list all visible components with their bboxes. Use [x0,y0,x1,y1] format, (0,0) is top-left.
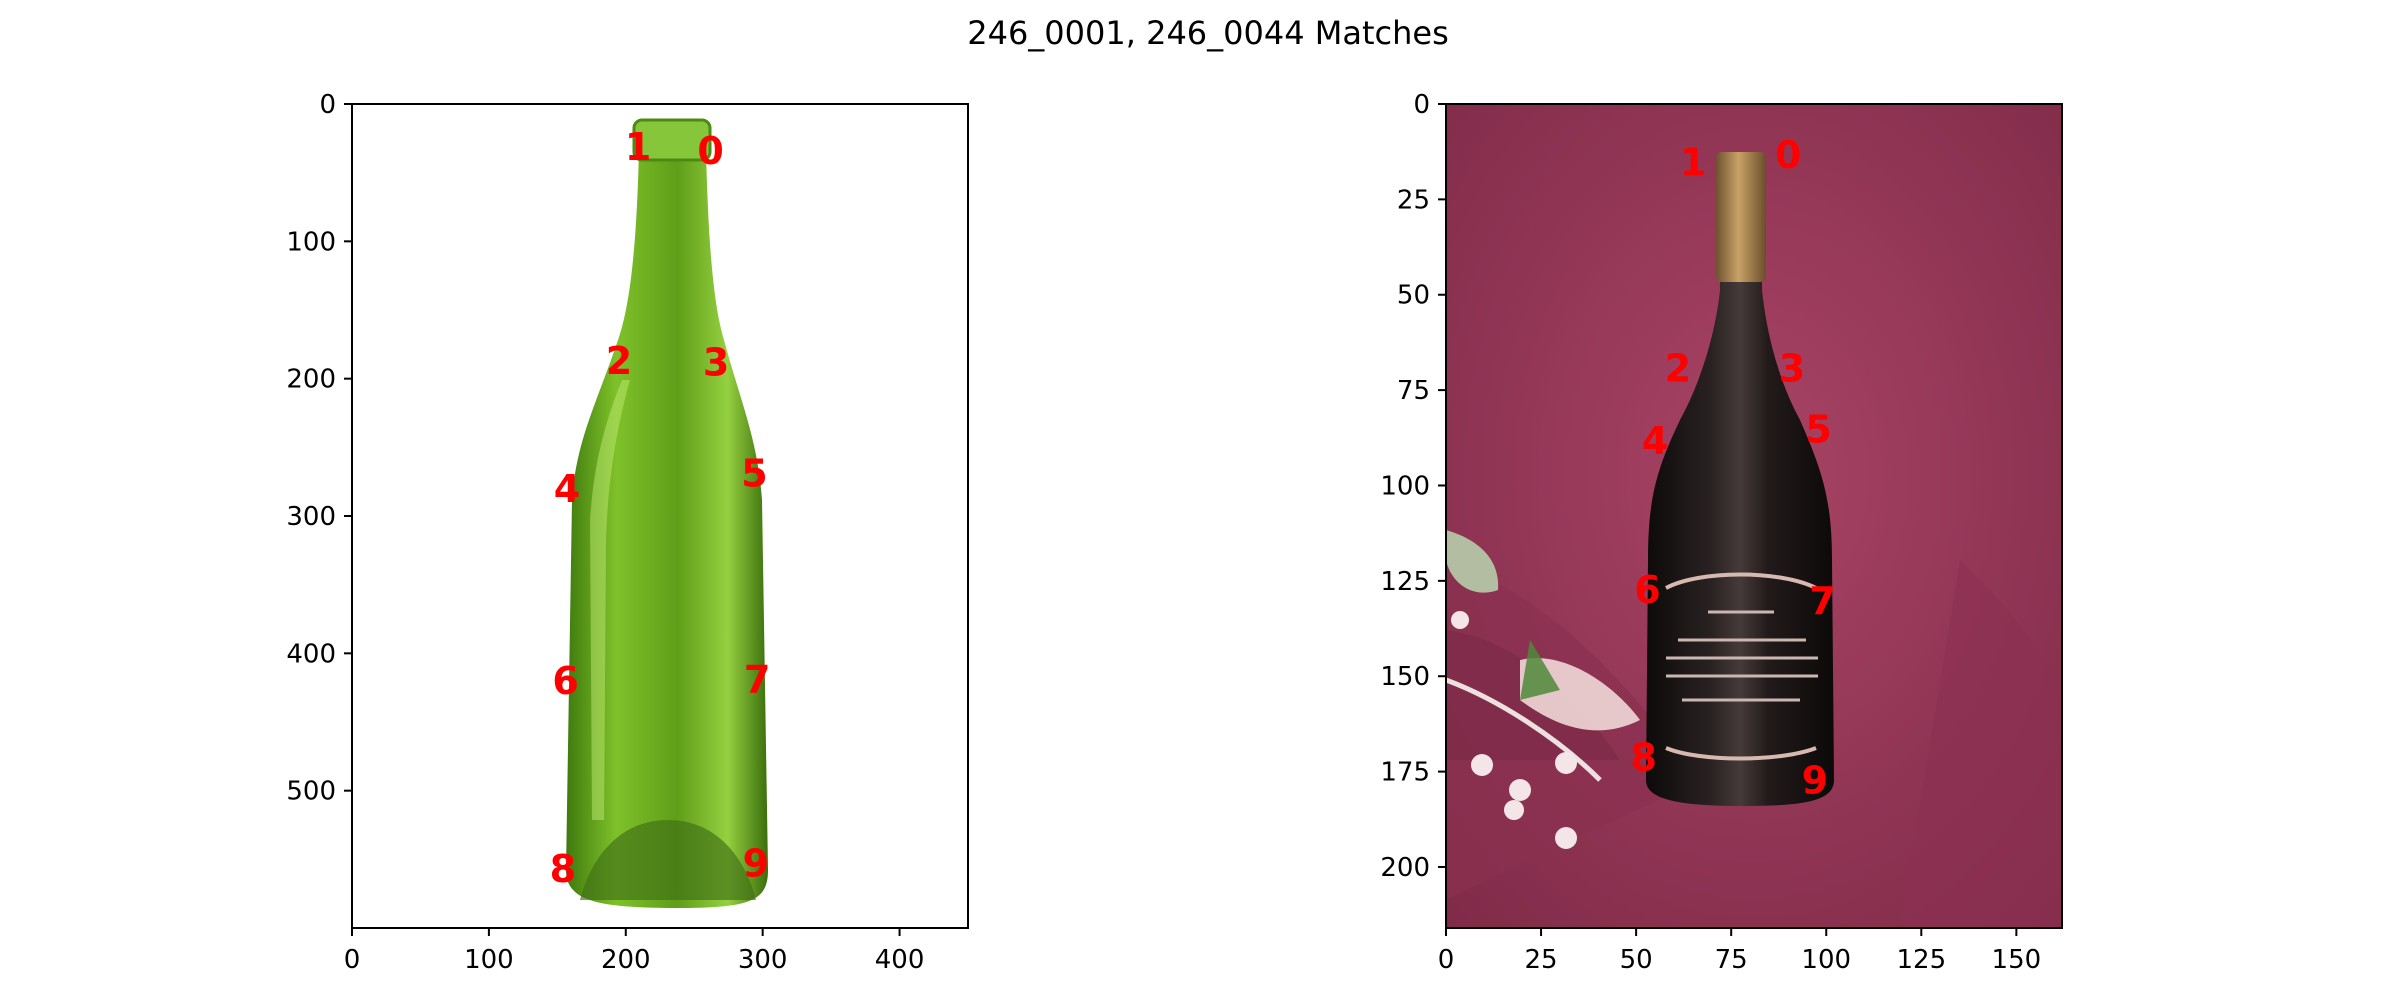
right-ytick-label: 175 [1380,758,1430,788]
left-ytick-label: 100 [286,227,336,257]
left-image [352,104,968,928]
dark-bottle [1646,180,1834,806]
left-keypoints: 0 1 2 3 4 5 6 7 8 9 [550,125,771,891]
right-keypoint-0: 0 [1775,133,1801,177]
right-ytick-label: 200 [1380,853,1430,883]
right-keypoints: 0 1 2 3 4 5 6 7 8 9 [1631,133,1836,803]
left-xtick-label: 300 [738,945,788,975]
right-ytick-label: 25 [1397,185,1430,215]
right-keypoint-1: 1 [1680,141,1706,185]
bottle-label-engraving [1665,572,1817,590]
right-keypoint-4: 4 [1642,419,1668,463]
right-keypoint-9: 9 [1802,759,1828,803]
left-xtick-label: 0 [344,945,361,975]
right-keypoint-5: 5 [1805,408,1831,452]
right-ytick-label: 50 [1397,281,1430,311]
left-keypoint-4: 4 [554,467,580,511]
right-image [1446,104,2062,928]
left-ytick-label: 0 [319,90,336,120]
left-xtick-label: 100 [464,945,514,975]
left-keypoint-5: 5 [741,452,767,496]
left-keypoint-6: 6 [552,659,578,703]
right-xtick-label: 150 [1992,945,2042,975]
right-xtick-label: 25 [1525,945,1558,975]
green-bottle-punt [580,820,756,900]
right-xtick-label: 75 [1715,945,1748,975]
green-bottle [566,124,768,908]
right-keypoint-8: 8 [1631,736,1657,780]
left-keypoint-2: 2 [606,339,632,383]
right-keypoint-3: 3 [1779,347,1805,391]
bottle-label-engraving [1665,746,1817,761]
left-ytick-label: 300 [286,502,336,532]
green-bottle-lip [632,118,712,162]
cloth-fold [1900,560,2062,928]
right-axes-frame [1445,103,2063,929]
right-keypoint-6: 6 [1634,568,1660,612]
left-keypoint-8: 8 [550,847,576,891]
right-keypoint-2: 2 [1665,347,1691,391]
right-xtick-label: 50 [1620,945,1653,975]
right-keypoint-7: 7 [1809,579,1835,623]
right-xtick-label: 0 [1438,945,1455,975]
right-ytick-label: 125 [1380,567,1430,597]
left-keypoint-0: 0 [697,129,723,173]
left-ticks: 0 100 200 300 400 0 100 200 300 400 500 [286,90,924,975]
right-ytick-label: 0 [1413,90,1430,120]
flowers [1446,530,1640,849]
left-keypoint-1: 1 [625,125,651,169]
green-bottle-highlight [590,380,630,820]
engraved-text-lines [1666,610,1818,702]
left-panel: 0 100 200 300 400 0 100 200 300 400 500 0 1 2 3 4 5 6 7 8 9 [286,90,969,975]
left-xtick-label: 400 [875,945,925,975]
left-ytick-label: 500 [286,777,336,807]
right-xtick-label: 100 [1801,945,1851,975]
figure-title: 246_0001, 246_0044 Matches [967,14,1449,52]
left-ytick-label: 400 [286,639,336,669]
left-keypoint-3: 3 [703,340,729,384]
left-ytick-label: 200 [286,365,336,395]
right-xtick-label: 125 [1896,945,1946,975]
left-keypoint-7: 7 [744,658,770,702]
right-ytick-label: 150 [1380,662,1430,692]
right-ytick-label: 75 [1397,376,1430,406]
bottle-cap [1716,152,1766,282]
left-keypoint-9: 9 [743,842,769,886]
right-ytick-label: 100 [1380,471,1430,501]
left-xtick-label: 200 [601,945,651,975]
